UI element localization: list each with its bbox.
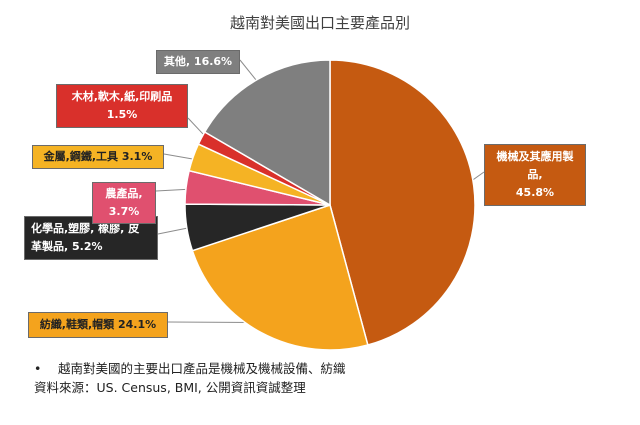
label-metals: 金屬,鋼鐵,工具 3.1% (32, 145, 164, 169)
footnote-line1: • 越南對美國的主要出口產品是機械及機械設備、紡織 (34, 359, 346, 378)
label-machinery: 機械及其應用製品, 45.8% (484, 144, 586, 206)
label-other: 其他, 16.6% (156, 50, 240, 74)
label-agri: 農產品, 3.7% (92, 182, 156, 224)
label-machinery-name: 機械及其應用製品, (496, 150, 574, 181)
label-textiles: 紡織,鞋類,帽類 24.1% (28, 312, 168, 338)
footnote: • 越南對美國的主要出口產品是機械及機械設備、紡織 資料來源：US. Census… (34, 359, 346, 397)
pie-slice-6 (203, 59, 331, 207)
label-wood-line2: 1.5% (106, 108, 138, 121)
pie-slice-0 (329, 59, 476, 346)
footnote-text: 越南對美國的主要出口產品是機械及機械設備、紡織 (58, 361, 346, 376)
chart-title: 越南對美國出口主要產品別 (229, 14, 410, 32)
label-chemicals-line2: 革製品, 5.2% (31, 240, 103, 253)
label-wood-line1: 木材,軟木,紙,印刷品 (71, 90, 173, 103)
pie-slices (184, 59, 476, 351)
label-other-text: 其他, 16.6% (163, 55, 233, 68)
label-chemicals-line1: 化學品,塑膠, 橡膠, 皮 (31, 222, 140, 235)
label-agri-text: 農產品, 3.7% (105, 187, 143, 218)
label-textiles-text: 紡織,鞋類,帽類 24.1% (39, 318, 157, 331)
label-machinery-value: 45.8% (515, 186, 555, 199)
footnote-source: 資料來源：US. Census, BMI, 公開資訊資誠整理 (34, 380, 306, 395)
pie-slice-1 (191, 204, 369, 351)
label-metals-text: 金屬,鋼鐵,工具 3.1% (43, 150, 153, 163)
label-wood: 木材,軟木,紙,印刷品 1.5% (56, 84, 188, 128)
footnote-bullet: • (34, 361, 42, 376)
